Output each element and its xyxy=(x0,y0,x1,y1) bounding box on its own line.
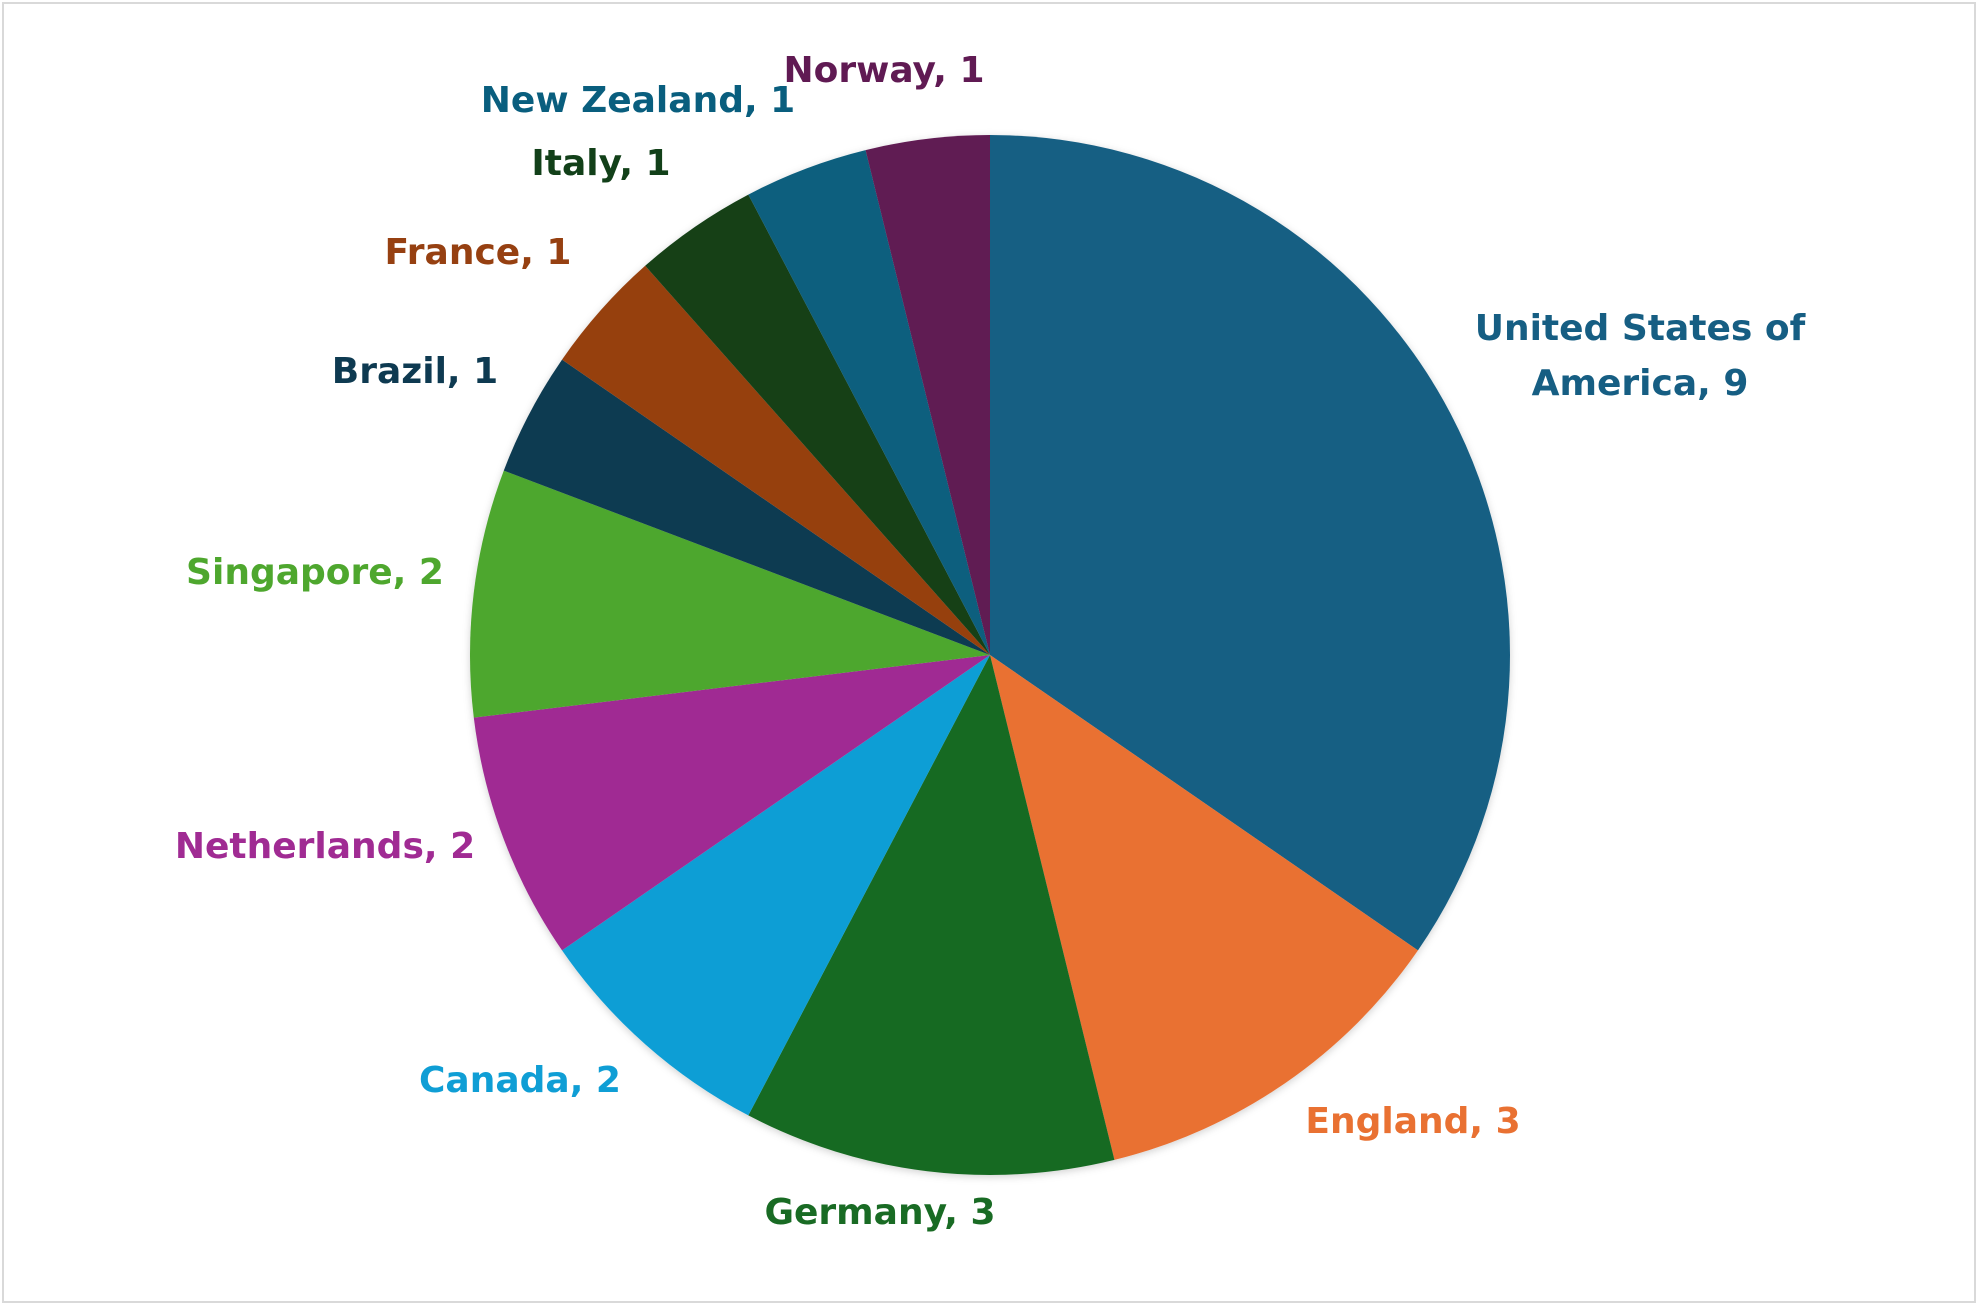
pie-slice-netherlands xyxy=(473,655,990,951)
pie-slice-singapore xyxy=(470,470,991,718)
pie-labels: United States of America, 9 England, 3 Germ… xyxy=(175,50,1806,1233)
pie-slice-france xyxy=(562,265,990,655)
pie-slice-united-states-of-america xyxy=(990,135,1510,951)
pie-slice-norway xyxy=(865,135,990,655)
data-label-italy: Italy, 1 xyxy=(531,143,670,184)
data-label-germany: Germany, 3 xyxy=(764,1192,995,1233)
pie-slice-italy xyxy=(645,194,990,655)
data-label-netherlands: Netherlands, 2 xyxy=(175,826,475,867)
data-label-france: France, 1 xyxy=(385,232,572,273)
pie-slice-germany xyxy=(748,655,1115,1175)
pie-slice-england xyxy=(990,655,1418,1160)
data-label-norway: Norway, 1 xyxy=(784,50,985,91)
pie-slice-new-zealand xyxy=(748,150,990,655)
data-label-brazil: Brazil, 1 xyxy=(332,351,498,392)
pie-slices xyxy=(470,135,1510,1175)
data-label-canada: Canada, 2 xyxy=(419,1060,621,1101)
data-label-singapore: Singapore, 2 xyxy=(186,552,444,593)
pie-slice-canada xyxy=(562,655,990,1116)
data-label-england: England, 3 xyxy=(1305,1101,1520,1142)
data-label-united-states-of-america: United States of America, 9 xyxy=(1475,308,1806,404)
data-label-new-zealand: New Zealand, 1 xyxy=(481,80,795,121)
pie-slice-brazil xyxy=(503,359,990,655)
